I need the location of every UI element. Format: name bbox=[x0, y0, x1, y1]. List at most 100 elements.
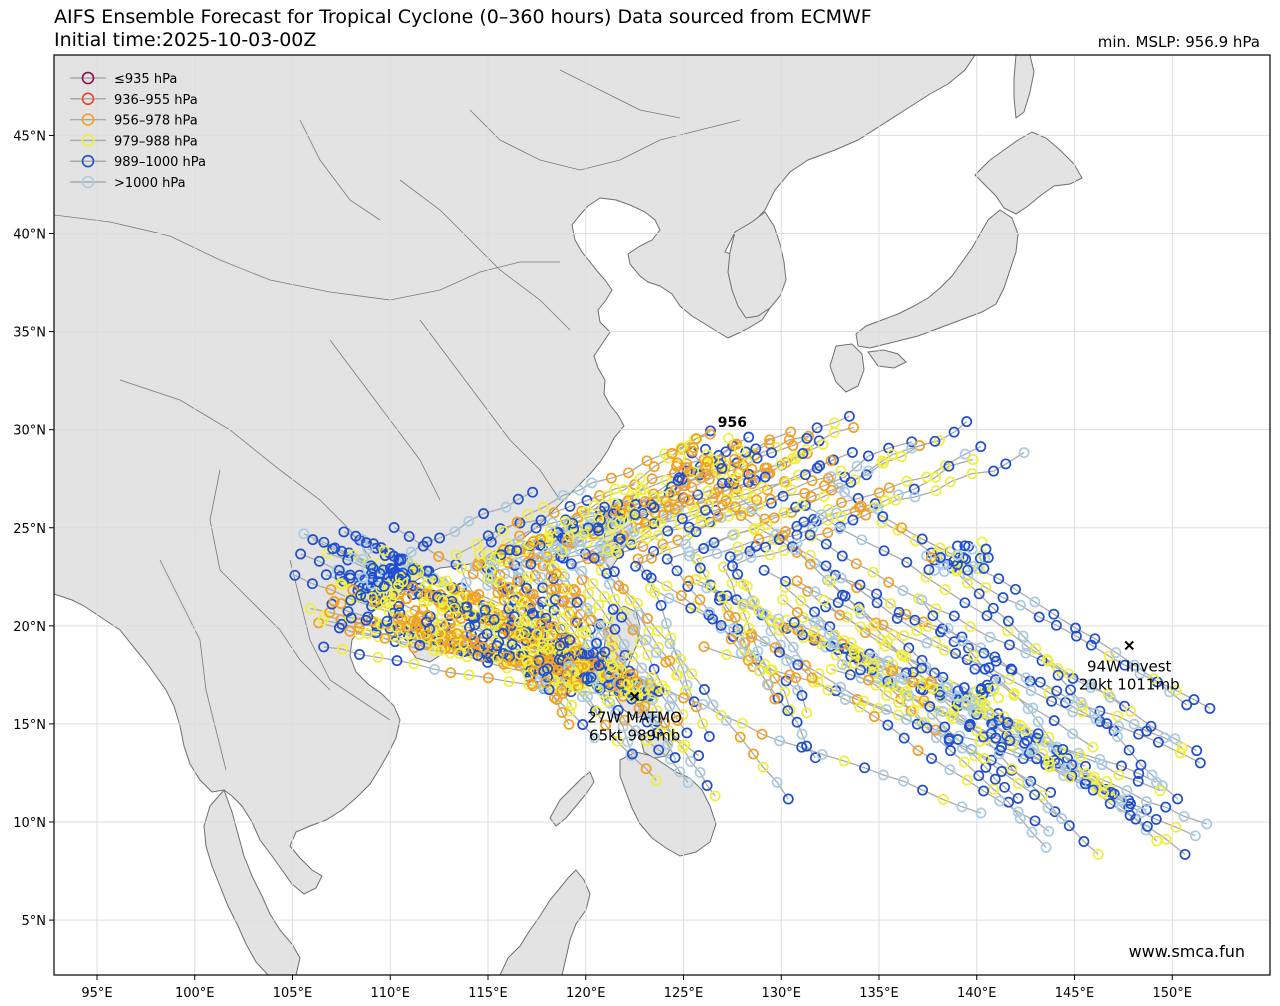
track-point bbox=[916, 594, 928, 606]
track-point bbox=[604, 697, 616, 709]
track-point bbox=[408, 642, 420, 654]
track-point bbox=[838, 755, 850, 767]
track-point bbox=[834, 523, 846, 534]
track-point bbox=[393, 579, 405, 591]
track-point bbox=[445, 667, 457, 679]
track-point bbox=[592, 522, 604, 534]
track-point bbox=[994, 795, 1006, 807]
track-point bbox=[764, 434, 776, 446]
track-point bbox=[791, 716, 803, 728]
track-point bbox=[498, 544, 509, 555]
track-point bbox=[615, 678, 627, 690]
track-point bbox=[648, 518, 659, 530]
track-point bbox=[892, 489, 904, 501]
track-point bbox=[681, 727, 693, 739]
track-point bbox=[408, 658, 420, 670]
track-point bbox=[708, 537, 720, 549]
track-point bbox=[1020, 647, 1032, 659]
track-point bbox=[421, 616, 433, 628]
track-point bbox=[484, 572, 496, 584]
track-point bbox=[344, 572, 356, 584]
track-point bbox=[636, 662, 648, 674]
track-point bbox=[413, 566, 425, 578]
track-point bbox=[677, 742, 689, 754]
track-point bbox=[318, 536, 330, 548]
track-point bbox=[950, 647, 962, 659]
track-point bbox=[662, 739, 674, 750]
track-point bbox=[1174, 747, 1186, 759]
storm-name: 94W Invest bbox=[1087, 657, 1172, 675]
track-point bbox=[619, 714, 631, 726]
track-point bbox=[1043, 825, 1055, 837]
track-point bbox=[883, 576, 895, 588]
track-point bbox=[862, 450, 874, 462]
track-point bbox=[409, 605, 421, 617]
legend-marker bbox=[81, 113, 95, 126]
land-hokkaido bbox=[974, 131, 1083, 215]
track-point bbox=[774, 646, 785, 658]
track-point bbox=[650, 647, 662, 659]
track-point bbox=[1021, 735, 1033, 747]
lat-tick-label: 20°N bbox=[13, 620, 46, 635]
track-point bbox=[576, 565, 588, 577]
track-point bbox=[703, 499, 715, 511]
track-point bbox=[530, 522, 542, 534]
track-point bbox=[967, 454, 979, 465]
track-point bbox=[792, 659, 804, 671]
track-point bbox=[729, 453, 740, 465]
track-point bbox=[939, 584, 951, 596]
track-point bbox=[870, 679, 882, 691]
track-point bbox=[775, 459, 787, 471]
track-point bbox=[378, 545, 390, 557]
track-point bbox=[535, 571, 547, 583]
track-point bbox=[594, 490, 605, 502]
track-point bbox=[962, 564, 974, 576]
track-point bbox=[1087, 741, 1099, 753]
track-point bbox=[392, 612, 404, 624]
track-point bbox=[612, 735, 623, 747]
track-point bbox=[822, 684, 834, 696]
track-point bbox=[626, 537, 637, 549]
track-point bbox=[613, 526, 625, 538]
track-point bbox=[698, 543, 710, 554]
track-point bbox=[641, 455, 653, 467]
track-point bbox=[1009, 733, 1021, 745]
track-point bbox=[494, 569, 506, 581]
track-point bbox=[478, 508, 490, 520]
track-point bbox=[818, 491, 830, 502]
track-point bbox=[646, 473, 658, 485]
track-point bbox=[422, 577, 434, 589]
track-point bbox=[379, 550, 391, 561]
track-point bbox=[769, 672, 781, 684]
track-point bbox=[774, 735, 786, 747]
track-point bbox=[715, 619, 727, 631]
track-point bbox=[890, 494, 902, 506]
track-point bbox=[652, 625, 664, 637]
track-point bbox=[773, 617, 784, 629]
track-point bbox=[911, 718, 923, 730]
track-point bbox=[628, 526, 640, 538]
lon-tick-label: 125°E bbox=[664, 986, 704, 1001]
track-point bbox=[345, 594, 357, 606]
track-point bbox=[360, 591, 372, 603]
track-point bbox=[836, 658, 848, 670]
track-point bbox=[607, 661, 619, 673]
track-point bbox=[975, 642, 987, 654]
track-point bbox=[732, 623, 744, 635]
track-point bbox=[460, 577, 472, 588]
track-point bbox=[491, 640, 503, 652]
track-point bbox=[328, 596, 340, 607]
track-point bbox=[655, 599, 667, 611]
track-point bbox=[318, 641, 330, 653]
track-point bbox=[336, 618, 348, 630]
track-point bbox=[1201, 818, 1213, 830]
track-line bbox=[688, 440, 936, 700]
track-point bbox=[705, 581, 717, 593]
track-point bbox=[945, 745, 956, 757]
track-point bbox=[669, 752, 681, 764]
track-point bbox=[540, 547, 552, 559]
track-point bbox=[929, 435, 941, 447]
track-point bbox=[707, 613, 719, 625]
track-point bbox=[1048, 608, 1060, 620]
land-shikoku bbox=[867, 349, 907, 369]
